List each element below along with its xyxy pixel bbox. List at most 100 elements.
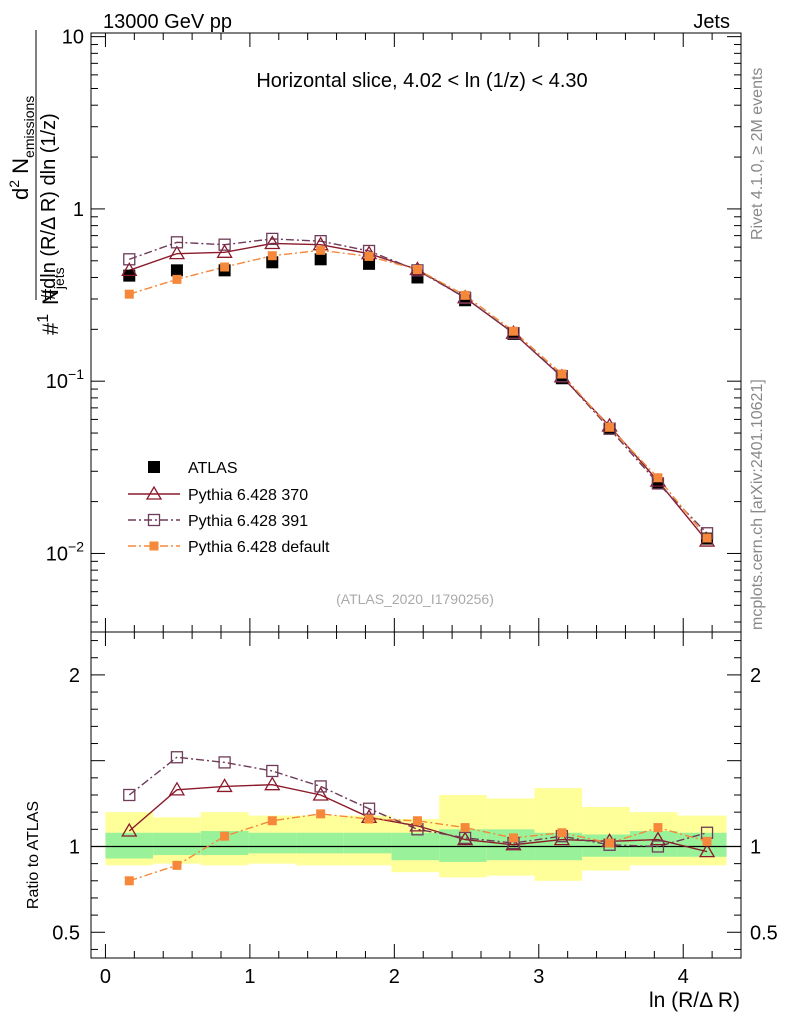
main-data-point-3 (267, 251, 277, 261)
green-band-segment (296, 832, 344, 854)
analysis-tag: (ATLAS_2020_I1790256) (336, 591, 494, 607)
green-band-segment (105, 832, 154, 859)
ratio-y-label: Ratio to ATLAS (25, 801, 42, 909)
ratio-data-point-2 (702, 836, 712, 846)
ylabel-one: 1 (35, 314, 52, 323)
ratio-data-point-1 (266, 764, 279, 778)
ratio-data-point-0 (216, 778, 233, 793)
main-data-point-2 (411, 264, 424, 277)
svg-text:Njets: Njets (38, 267, 67, 305)
green-band-segment (343, 832, 392, 854)
ratio-y-tick-label-right: 1 (750, 836, 761, 858)
main-data-point-3 (460, 290, 470, 300)
ratio-data-point-1 (362, 802, 376, 815)
main-data-point-0 (314, 253, 327, 266)
chart-title: Horizontal slice, 4.02 < ln (1/z) < 4.30 (256, 70, 587, 92)
ratio-data-point-2 (605, 838, 615, 848)
svg-text:#1: #1 (35, 314, 63, 335)
legend-label-3: Pythia 6.428 default (188, 539, 330, 556)
plot-frames (90, 32, 742, 959)
legend-marker-0 (148, 461, 160, 473)
mcplots-label: mcplots.cern.ch [arXiv:2401.10621] (749, 379, 766, 630)
x-tick-label: 4 (678, 966, 689, 988)
ratio-data-point-1 (458, 831, 472, 845)
legend: ATLAS Pythia 6.428 370 Pythia 6.428 391 Pyt… (128, 460, 330, 556)
main-data-point-3 (172, 274, 182, 284)
ylabel-nem: N (8, 158, 33, 174)
ratio-data-point-1 (218, 756, 231, 769)
x-tick-label: 2 (389, 966, 400, 988)
ratio-data-point-1 (123, 788, 136, 802)
ratio-y-tick-label: 1 (69, 836, 80, 858)
ylabel-d-sup: 2 (6, 180, 22, 188)
legend-marker-1 (145, 485, 163, 500)
ratio-y-tick-label-right: 2 (750, 665, 761, 687)
ratio-data-point-0 (505, 836, 522, 851)
ratio-data-point-0 (312, 786, 329, 801)
ratio-data-point-2 (172, 860, 182, 870)
ratio-data-point-1 (170, 751, 184, 764)
axis-ticks (91, 33, 742, 958)
ylabel-d: d (8, 188, 33, 200)
ratio-y-tick-label-right: 0.5 (750, 922, 778, 944)
y-tick-label: 10−1 (46, 366, 84, 393)
main-data-point-3 (316, 245, 326, 255)
legend-marker-3 (149, 541, 159, 551)
y-tick-label: 10 (62, 27, 84, 49)
x-tick-label: 0 (100, 966, 111, 988)
main-data-point-3 (124, 289, 134, 299)
main-data-point-3 (509, 326, 518, 336)
series-lines (128, 238, 708, 882)
ratio-y-tick-label: 2 (69, 665, 80, 687)
ratio-uncertainty-bands (91, 788, 741, 881)
main-data-point-0 (170, 264, 183, 277)
main-data-point-1 (216, 244, 233, 258)
ylabel-njets-sub: jets (51, 267, 67, 290)
green-band-segment (629, 831, 678, 857)
ratio-data-point-0 (121, 822, 138, 837)
ylabel-denominator: dln (R/Δ R) dln (1/z) (38, 113, 60, 289)
ratio-data-point-0 (649, 831, 667, 846)
legend-marker-2 (147, 513, 161, 527)
ratio-data-point-2 (509, 833, 518, 843)
main-data-point-2 (123, 253, 136, 266)
axis-tick-labels: 0 1 2 3 4 10 1 10−1 10−2 0.5 0.5 1 1 2 2 (46, 27, 778, 988)
ratio-data-point-0 (264, 776, 281, 791)
y-tick-label: 1 (73, 199, 84, 221)
ratio-data-point-2 (124, 876, 134, 886)
x-tick-label: 3 (533, 966, 544, 988)
ratio-data-point-2 (267, 816, 277, 826)
ratio-data-point-0 (698, 843, 716, 858)
ratio-data-point-2 (557, 828, 567, 838)
ratio-y-tick-label: 0.5 (52, 922, 80, 944)
rivet-label: Rivet 4.1.0, ≥ 2M events (749, 68, 766, 240)
ylabel-nem-sub: emissions (21, 96, 37, 158)
main-data-point-3 (653, 473, 663, 483)
green-band-segment (248, 832, 297, 854)
legend-label-1: Pythia 6.428 370 (188, 487, 308, 504)
main-data-point-3 (702, 533, 712, 543)
svg-text:#dln (R/Δ R) dln (1/z): #dln (R/Δ R) dln (1/z) (38, 113, 60, 300)
ylabel-hash: # (38, 322, 63, 335)
main-data-point-2 (266, 232, 279, 246)
x-axis-label: ln (R/Δ R) (649, 989, 740, 1012)
header-left: 13000 GeV pp (103, 11, 232, 33)
ratio-data-point-2 (653, 823, 663, 833)
main-data-point-2 (170, 236, 184, 249)
ratio-data-point-0 (553, 831, 571, 846)
ylabel-hash-2: # (38, 288, 60, 300)
main-data-point-3 (364, 251, 374, 261)
main-data-point-1 (168, 245, 186, 260)
svg-text:d2 Nemissions: d2 Nemissions (6, 96, 37, 200)
ratio-plot-frame (90, 631, 742, 959)
ratio-data-point-2 (220, 831, 230, 841)
legend-label-0: ATLAS (188, 460, 238, 477)
series-markers (121, 232, 716, 886)
x-tick-label: 1 (244, 966, 255, 988)
main-data-point-3 (605, 422, 615, 432)
main-y-label: #1 Njets d2 Nemissions #dln (R/Δ R) dln … (6, 30, 67, 335)
ratio-data-point-0 (456, 831, 474, 846)
main-data-point-3 (557, 369, 567, 379)
legend-label-2: Pythia 6.428 391 (188, 513, 308, 530)
